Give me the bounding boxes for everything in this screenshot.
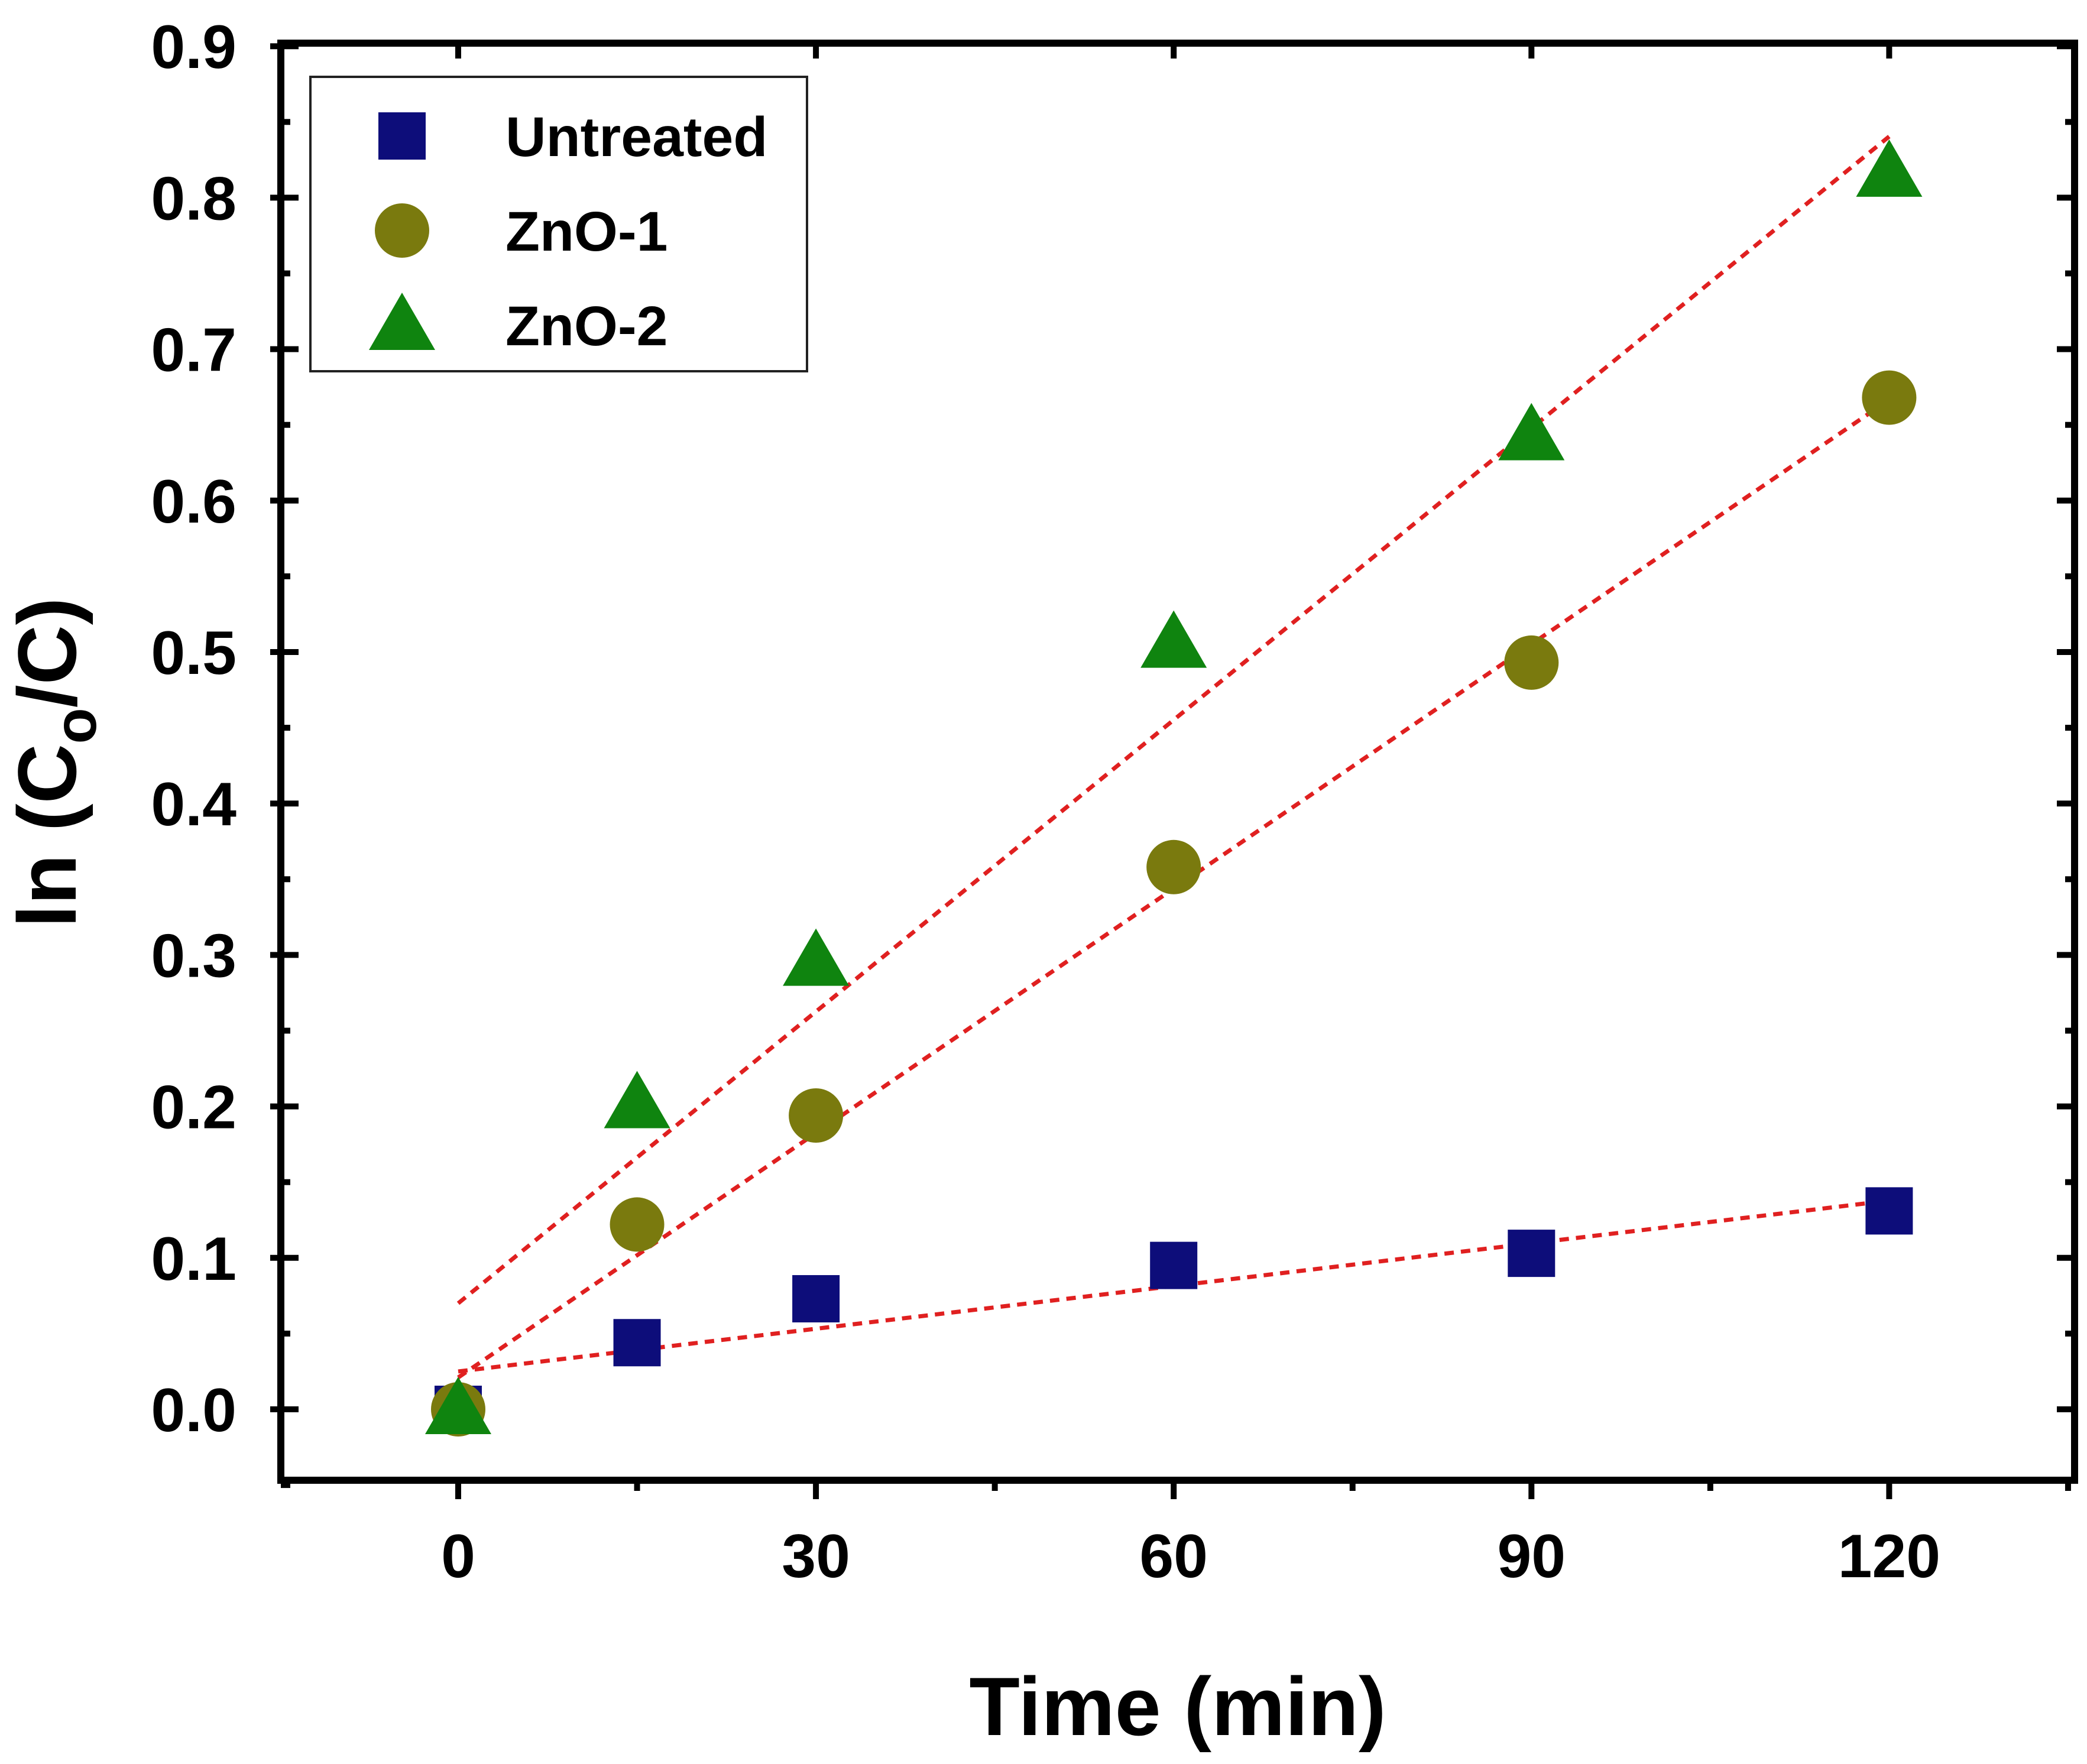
legend-entry: ZnO-2: [369, 293, 667, 358]
data-point-triangle: [604, 1071, 670, 1129]
y-tick-label: 0.4: [151, 770, 236, 839]
x-tick-label: 120: [1838, 1522, 1941, 1591]
x-tick-labels: 0 30 60 90 120: [441, 1522, 1940, 1591]
legend-label: Untreated: [505, 106, 767, 168]
data-markers: [425, 139, 1923, 1437]
y-tick-label: 0.0: [151, 1376, 236, 1445]
data-point-square: [1865, 1187, 1913, 1235]
legend-entry: ZnO-1: [375, 200, 667, 263]
y-tick-label: 0.8: [151, 164, 236, 233]
legend-label: ZnO-2: [505, 295, 667, 358]
data-point-triangle: [783, 928, 850, 986]
legend-marker-square: [378, 112, 426, 160]
axis-ticks: [270, 43, 2075, 1499]
y-tick-label: 0.1: [151, 1225, 236, 1293]
data-point-circle: [789, 1088, 844, 1143]
x-tick-label: 60: [1139, 1522, 1208, 1591]
y-axis-title-subscript: o: [43, 708, 109, 744]
y-tick-label: 0.3: [151, 922, 236, 990]
y-tick-label: 0.5: [151, 619, 236, 688]
legend-marker-triangle: [369, 293, 435, 350]
data-point-triangle: [425, 1377, 491, 1434]
x-axis-title: Time (min): [969, 1660, 1386, 1753]
legend-marker-circle: [375, 203, 429, 258]
plot-frame: [277, 40, 2078, 1484]
x-tick-label: 90: [1497, 1522, 1566, 1591]
data-point-square: [792, 1275, 840, 1322]
data-point-circle: [610, 1197, 665, 1252]
y-tick-label: 0.9: [151, 13, 236, 82]
data-point-circle: [1146, 839, 1201, 894]
y-axis-title: ln (Co/C): [1, 598, 109, 928]
y-axis-title-prefix: ln (C: [1, 744, 93, 928]
legend: Untreated ZnO-1 ZnO-2: [309, 76, 808, 372]
data-point-square: [1508, 1230, 1555, 1277]
y-tick-label: 0.7: [151, 316, 236, 385]
y-tick-label: 0.2: [151, 1074, 236, 1142]
data-point-triangle: [1498, 403, 1565, 461]
x-tick-label: 0: [441, 1522, 475, 1591]
data-point-triangle: [1856, 139, 1923, 197]
legend-label: ZnO-1: [505, 200, 667, 263]
data-point-square: [613, 1319, 661, 1367]
data-point-triangle: [1140, 610, 1207, 668]
y-tick-labels: 0.0 0.1 0.2 0.3 0.4 0.5 0.6 0.7 0.8 0.9: [151, 13, 236, 1445]
y-axis-title-suffix: /C): [1, 598, 93, 708]
series-zno-2: [425, 139, 1923, 1434]
data-point-circle: [1862, 370, 1917, 425]
data-point-circle: [1504, 635, 1559, 690]
x-tick-label: 30: [782, 1522, 850, 1591]
legend-entries: Untreated ZnO-1 ZnO-2: [369, 106, 767, 358]
data-point-square: [1150, 1241, 1198, 1289]
legend-entry: Untreated: [378, 106, 767, 168]
y-tick-label: 0.6: [151, 468, 236, 536]
